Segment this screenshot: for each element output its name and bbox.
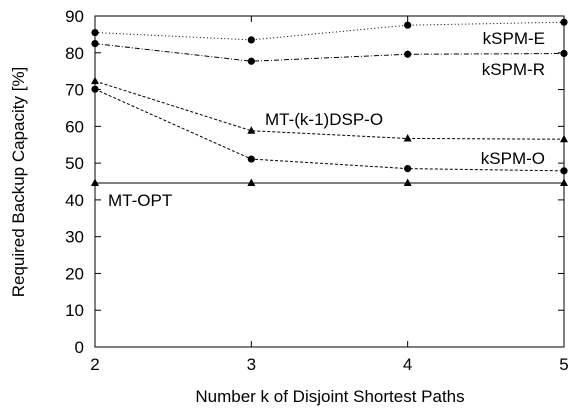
series-line (94, 21, 565, 41)
data-point (247, 36, 255, 44)
y-axis-label: Required Backup Capacity [%] (9, 67, 28, 298)
y-tick-label: 0 (75, 338, 84, 357)
data-point (91, 85, 99, 93)
series-label: MT-(k-1)DSP-O (265, 110, 383, 129)
y-tick-label: 10 (65, 301, 84, 320)
data-point (247, 57, 255, 65)
data-point (560, 18, 568, 26)
x-tick-label: 3 (247, 355, 256, 374)
x-tick-label: 4 (403, 355, 412, 374)
x-tick-label: 2 (90, 355, 99, 374)
y-tick-label: 80 (65, 44, 84, 63)
series-line (94, 88, 565, 172)
series-line (94, 43, 565, 62)
data-point (91, 28, 99, 37)
series-label: kSPM-E (483, 29, 545, 48)
series-label: MT-OPT (108, 191, 172, 210)
data-point (91, 178, 99, 186)
series-labels: kSPM-E kSPM-R MT-(k-1)DSP-O kSPM-O MT-OPT (108, 29, 545, 210)
x-tick-label: 5 (559, 355, 568, 374)
data-point (247, 155, 255, 163)
y-tick-label: 50 (65, 154, 84, 173)
data-point (560, 49, 568, 58)
data-point (91, 39, 99, 48)
y-tick-label: 30 (65, 228, 84, 247)
axis-ticks: 0 10 20 30 40 50 60 70 80 90 2 3 4 5 (65, 7, 569, 374)
data-point (247, 178, 256, 186)
data-point (404, 21, 412, 29)
y-tick-label: 60 (65, 117, 84, 136)
data-point (403, 133, 412, 142)
data-point (560, 178, 568, 186)
data-point (560, 167, 568, 175)
data-point (91, 76, 99, 85)
data-point (404, 50, 412, 58)
data-point (247, 126, 256, 134)
data-point (560, 134, 568, 143)
y-tick-label: 90 (65, 7, 84, 26)
y-tick-label: 70 (65, 81, 84, 100)
y-tick-label: 40 (65, 191, 84, 210)
series-label: kSPM-R (482, 60, 545, 79)
x-axis-label: Number k of Disjoint Shortest Paths (195, 387, 464, 406)
y-tick-label: 20 (65, 264, 84, 283)
series-group (91, 18, 568, 186)
data-point (403, 178, 412, 186)
data-point (404, 165, 412, 173)
series-label: kSPM-O (481, 149, 545, 168)
series-line (94, 80, 565, 140)
